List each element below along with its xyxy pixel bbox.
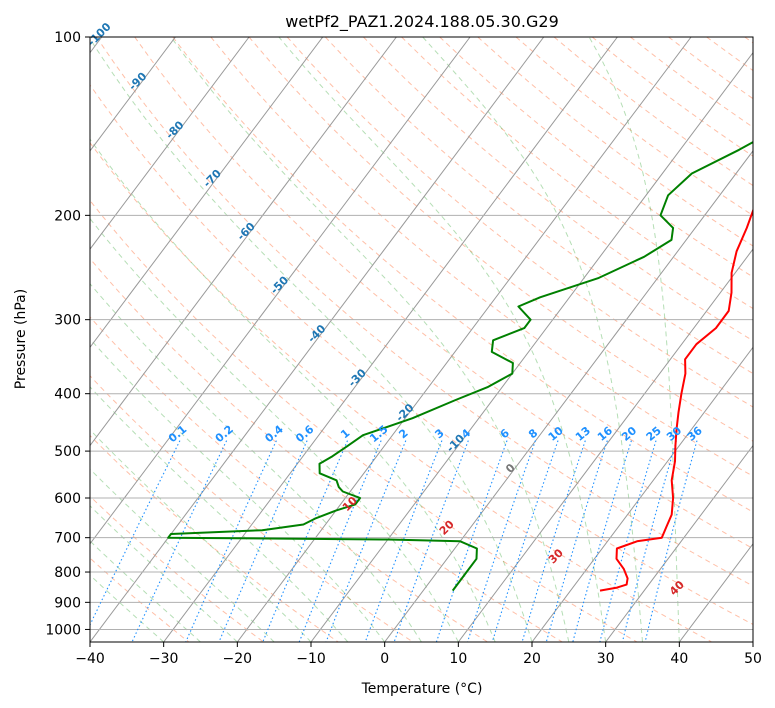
- mixing-ratio-line: [262, 440, 349, 642]
- mixing-ratio-line: [131, 440, 228, 642]
- mixing-ratio-line: [572, 440, 632, 642]
- mixing-ratio-line: [364, 440, 443, 642]
- mixing-ratio-line: [435, 440, 508, 642]
- dewpoint-line: [167, 140, 753, 592]
- mixing-ratio-line: [644, 440, 698, 642]
- mixing-ratio-line: [491, 440, 559, 642]
- y-tick-label: 500: [54, 444, 81, 460]
- y-axis-ticks: 100 200 300 400 500 600 700 800 900 1000: [45, 30, 90, 638]
- moist-adiabat-line: [90, 217, 459, 642]
- moist-adiabat-line: [278, 37, 607, 642]
- isotherm-line: [236, 37, 692, 642]
- isotherm-line: [163, 37, 618, 642]
- x-tick-label: 10: [449, 651, 467, 667]
- mixing-ratio-line: [325, 440, 407, 642]
- moist-adiabat-line: [588, 37, 680, 642]
- dry-adiabat-line: [96, 37, 753, 587]
- mixing-ratio-line: [466, 440, 536, 642]
- dry-adiabat-line: [172, 37, 753, 513]
- isotherm-line: [90, 37, 545, 642]
- y-tick-label: 700: [54, 531, 81, 547]
- moist-adiabat-line: [422, 37, 643, 642]
- x-axis-label: Temperature (°C): [361, 681, 483, 697]
- mixing-ratio-line: [621, 440, 677, 642]
- y-tick-label: 900: [54, 595, 81, 611]
- dry-adiabat-line: [90, 257, 563, 642]
- x-axis-ticks: −40 −30 −20 −10 0 10 20 30 40 50: [75, 642, 762, 667]
- x-tick-label: 20: [523, 651, 541, 667]
- y-tick-label: 1000: [45, 622, 81, 638]
- background-lines: [90, 37, 753, 642]
- isotherm-line: [531, 346, 753, 642]
- mixing-ratio-line: [90, 440, 181, 627]
- x-tick-label: −30: [149, 651, 179, 667]
- y-tick-label: 400: [54, 387, 81, 403]
- y-tick-label: 200: [54, 208, 81, 224]
- plot-frame: [89, 36, 754, 643]
- isotherm-line: [310, 51, 753, 642]
- dry-adiabat-line: [90, 316, 488, 642]
- dry-adiabat-line: [90, 495, 264, 642]
- dry-adiabat-line: [90, 199, 638, 642]
- y-tick-label: 800: [54, 565, 81, 581]
- isotherm-line: [457, 248, 753, 642]
- y-tick-label: 600: [54, 491, 81, 507]
- x-tick-label: 40: [670, 651, 688, 667]
- moist-adiabat-line: [90, 428, 312, 642]
- mixing-ratio-line: [393, 440, 469, 642]
- moist-adiabat-line: [90, 386, 349, 642]
- x-tick-label: −40: [75, 651, 105, 667]
- isotherm-line: [90, 37, 397, 447]
- x-tick-label: −10: [296, 651, 326, 667]
- moist-adiabat-line: [90, 138, 496, 642]
- x-tick-label: 30: [597, 651, 615, 667]
- moist-adiabat-line: [90, 338, 386, 642]
- y-axis-label: Pressure (hPa): [13, 289, 29, 389]
- chart-title: wetPf2_PAZ1.2024.188.05.30.G29: [285, 12, 559, 32]
- mixing-ratio-line: [599, 440, 657, 642]
- dry-adiabat-line: [90, 84, 753, 625]
- dry-adiabat-line: [90, 142, 712, 642]
- y-tick-label: 300: [54, 313, 81, 329]
- isotherm-line: [90, 37, 324, 349]
- isotherm-line: [90, 37, 250, 250]
- temperature-line: [599, 207, 753, 592]
- isotherm-line: [90, 37, 176, 152]
- mixing-ratio-line: [218, 440, 308, 642]
- mixing-ratio-line: [521, 440, 586, 642]
- moist-adiabat-line: [90, 468, 275, 642]
- dry-adiabat-line: [134, 37, 753, 550]
- y-tick-label: 100: [54, 30, 81, 46]
- mixing-ratio-line: [545, 440, 608, 642]
- isotherm-line: [90, 37, 471, 545]
- x-tick-label: 50: [744, 651, 762, 667]
- profile-lines: [167, 140, 753, 592]
- x-tick-label: 0: [380, 651, 389, 667]
- x-tick-label: −20: [223, 651, 253, 667]
- isotherm-line: [605, 444, 753, 642]
